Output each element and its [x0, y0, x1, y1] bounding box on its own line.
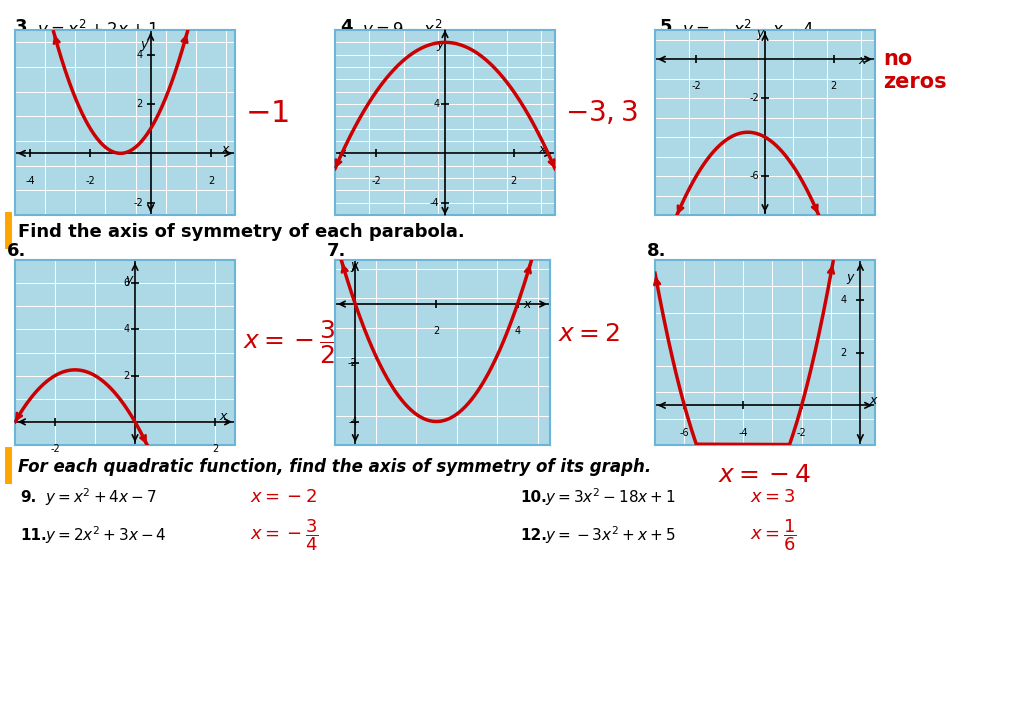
Text: 4: 4 [433, 99, 439, 109]
Text: $y = 2x^2 + 3x - 4$: $y = 2x^2 + 3x - 4$ [45, 524, 167, 546]
Text: 2: 2 [136, 99, 142, 109]
Text: y: y [756, 27, 763, 40]
Text: $x = -\dfrac{3}{2}$: $x = -\dfrac{3}{2}$ [243, 319, 338, 366]
Text: 9.: 9. [20, 489, 36, 505]
Text: 8.: 8. [647, 242, 667, 260]
Text: 2: 2 [208, 175, 214, 185]
Text: $x = -4$: $x = -4$ [718, 463, 812, 487]
Text: $x = \dfrac{1}{6}$: $x = \dfrac{1}{6}$ [750, 517, 797, 553]
Text: 4.: 4. [340, 18, 359, 36]
Text: x: x [869, 395, 877, 408]
Text: 10.: 10. [520, 489, 547, 505]
Text: $y = -x^2 - x - 4$: $y = -x^2 - x - 4$ [682, 18, 814, 42]
Text: 6: 6 [123, 278, 129, 288]
Text: $x = −2$: $x = −2$ [250, 488, 317, 506]
Text: 2: 2 [841, 348, 847, 358]
Text: $y = x^2 + 4x - 7$: $y = x^2 + 4x - 7$ [45, 486, 157, 508]
Text: For each quadratic function, find the axis of symmetry of its graph.: For each quadratic function, find the ax… [18, 458, 651, 476]
Text: -6: -6 [680, 428, 689, 437]
Text: 4: 4 [136, 50, 142, 59]
Text: x: x [858, 54, 865, 67]
Text: $-3, 3$: $-3, 3$ [565, 99, 638, 127]
Text: Find the axis of symmetry of each parabola.: Find the axis of symmetry of each parabo… [18, 223, 465, 241]
Text: -2: -2 [691, 81, 701, 91]
Text: 4: 4 [123, 324, 129, 334]
Text: x: x [539, 143, 546, 156]
Text: -2: -2 [133, 198, 142, 208]
Text: y: y [125, 273, 133, 286]
Text: -4: -4 [738, 428, 748, 437]
Text: -4: -4 [348, 416, 357, 426]
Text: $x = -\dfrac{3}{4}$: $x = -\dfrac{3}{4}$ [250, 517, 318, 553]
Text: $y = -3x^2 + x + 5$: $y = -3x^2 + x + 5$ [545, 524, 676, 546]
Text: -2: -2 [85, 175, 95, 185]
Text: 5.: 5. [660, 18, 679, 36]
Text: 7.: 7. [327, 242, 346, 260]
Text: $y = x^2 + 2x + 1$: $y = x^2 + 2x + 1$ [37, 18, 159, 42]
Text: 4: 4 [514, 327, 520, 336]
Text: y: y [436, 38, 443, 51]
Text: 3.: 3. [15, 18, 35, 36]
Text: 2: 2 [123, 371, 129, 381]
Text: -2: -2 [750, 93, 760, 103]
Text: 2: 2 [511, 175, 517, 185]
Text: 12.: 12. [520, 528, 547, 542]
Text: 2: 2 [212, 444, 218, 454]
Text: -6: -6 [750, 171, 760, 181]
Text: 6.: 6. [7, 242, 27, 260]
Text: 2: 2 [433, 327, 439, 336]
Text: 4: 4 [841, 295, 847, 305]
Text: y: y [847, 271, 854, 284]
Text: -4: -4 [430, 198, 439, 208]
Text: $y = 9 - x^2$: $y = 9 - x^2$ [362, 18, 442, 42]
Text: x: x [523, 298, 530, 311]
Text: $x = 2$: $x = 2$ [558, 322, 620, 346]
Text: $x = 3$: $x = 3$ [750, 488, 796, 506]
Text: -2: -2 [348, 358, 357, 368]
Text: -4: -4 [26, 175, 35, 185]
Text: $y = 3x^2 - 18x + 1$: $y = 3x^2 - 18x + 1$ [545, 486, 676, 508]
Text: 11.: 11. [20, 528, 47, 542]
Text: x: x [221, 143, 228, 156]
Text: y: y [140, 38, 147, 51]
Text: $-1$: $-1$ [245, 98, 289, 127]
Text: -2: -2 [797, 428, 807, 437]
Text: y: y [350, 258, 358, 272]
Text: -2: -2 [50, 444, 59, 454]
Text: -2: -2 [372, 175, 381, 185]
Text: no
zeros: no zeros [883, 49, 946, 92]
Text: 2: 2 [830, 81, 837, 91]
Text: x: x [219, 410, 226, 423]
